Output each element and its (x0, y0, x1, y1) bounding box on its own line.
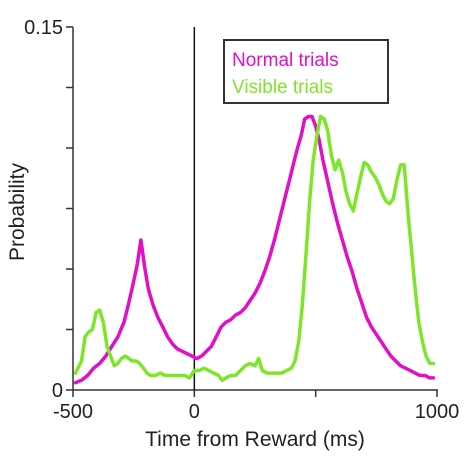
legend: Normal trials Visible trials (223, 39, 389, 104)
series-layer (73, 114, 436, 385)
y-tick-label-1: 0.15 (24, 17, 63, 39)
x-tick-label-1: 0 (189, 401, 200, 423)
x-tick-label-0: -500 (53, 401, 93, 423)
series-line-0 (73, 114, 436, 385)
x-tick-label-2: 1000 (415, 401, 460, 423)
axes: 00.15-500 0 1000 (24, 17, 459, 423)
legend-entry-normal-trials: Normal trials (232, 50, 339, 71)
x-axis-label: Time from Reward (ms) (145, 428, 365, 451)
legend-box (223, 39, 389, 104)
y-tick-label-0: 0 (52, 380, 63, 402)
series-line-1 (73, 114, 436, 383)
legend-entry-visible-trials: Visible trials (232, 77, 333, 98)
y-axis-label: Probability (6, 162, 29, 261)
